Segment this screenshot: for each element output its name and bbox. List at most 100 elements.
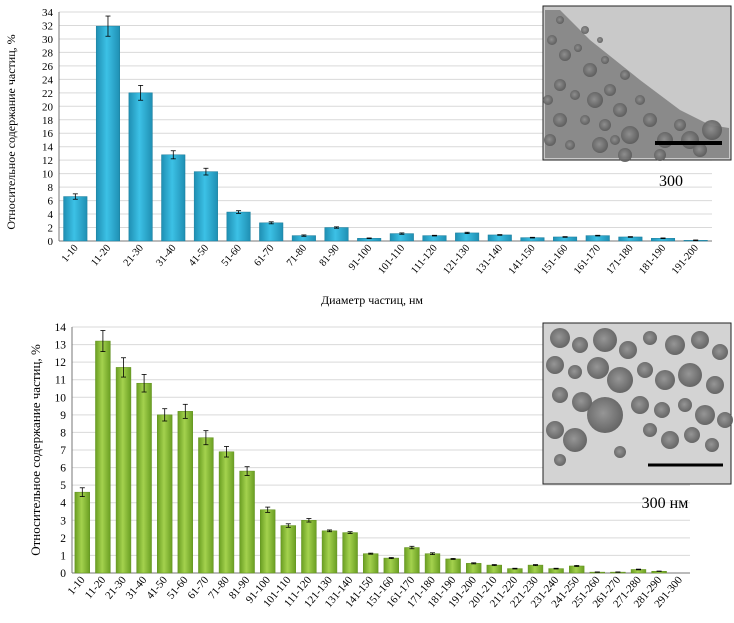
nanoparticle (631, 396, 649, 414)
nanoparticle (655, 370, 675, 390)
nanoparticle (581, 26, 589, 34)
x-tick-label: 101-110 (376, 243, 407, 277)
inset-1-scale-label: 300 (659, 173, 683, 190)
nanoparticle (614, 446, 626, 458)
nanoparticle (574, 44, 582, 52)
chart-2-error-bars (79, 330, 662, 573)
y-tick-label: 8 (48, 182, 54, 194)
bar (527, 564, 544, 574)
y-tick-label: 2 (48, 223, 54, 235)
nanoparticle (556, 16, 564, 24)
x-tick-label: 21-30 (103, 574, 129, 602)
nanoparticle (599, 119, 611, 131)
nanoparticle (583, 63, 597, 77)
bar (585, 235, 610, 242)
nanoparticle (661, 431, 679, 449)
nanoparticle (546, 356, 564, 374)
bar (218, 451, 235, 574)
nanoparticle (572, 392, 592, 412)
nanoparticle (554, 79, 566, 91)
x-tick-label: 181-190 (637, 243, 668, 277)
nanoparticle (543, 95, 553, 105)
y-tick-label: 12 (55, 357, 67, 369)
nanoparticle (637, 362, 653, 378)
y-tick-label: 0 (48, 236, 54, 248)
nanoparticle (691, 331, 709, 349)
y-tick-label: 10 (42, 169, 54, 181)
y-tick-label: 2 (60, 533, 66, 545)
nanoparticle (621, 126, 639, 144)
bar (321, 530, 338, 574)
chart-2-y-axis-label: Относительное содержание частиц, % (28, 344, 43, 556)
y-tick-label: 1 (60, 550, 66, 562)
bar (198, 437, 214, 574)
chart-1-bars (63, 25, 708, 242)
nanoparticle (547, 35, 557, 45)
bar (115, 367, 132, 574)
nanoparticle (712, 344, 728, 360)
nanoparticle (572, 337, 588, 353)
bar (63, 196, 88, 242)
y-tick-label: 30 (42, 34, 54, 46)
nanoparticle (610, 135, 620, 145)
nanoparticle (593, 328, 617, 352)
x-tick-label: 61-70 (252, 243, 276, 269)
y-tick-label: 18 (42, 115, 54, 127)
x-tick-label: 121-130 (441, 243, 472, 277)
nanoparticle (678, 398, 692, 412)
inset-2-scale-label: 300 нм (642, 495, 689, 512)
nanoparticle (563, 428, 587, 452)
bar (280, 525, 296, 574)
nanoparticle (544, 134, 556, 146)
x-tick-label: 61-70 (186, 574, 212, 602)
nanoparticle (568, 365, 582, 379)
x-tick-label: 31-40 (124, 574, 150, 602)
y-tick-label: 4 (60, 498, 66, 510)
bar (342, 532, 358, 574)
nanoparticle (702, 120, 722, 140)
nanoparticle (643, 113, 657, 127)
y-tick-label: 14 (42, 142, 54, 154)
y-tick-label: 22 (42, 88, 53, 100)
nanoparticle (619, 341, 637, 359)
x-tick-label: 111-120 (409, 243, 439, 276)
nanoparticle (570, 90, 580, 100)
x-tick-label: 71-80 (206, 574, 232, 602)
y-tick-label: 32 (42, 20, 53, 32)
chart-1-x-tick-labels: 1-10 11-20 21-30 31-40 41-50 51-60 61-70 71-80 8… (60, 243, 701, 277)
y-tick-label: 20 (42, 101, 54, 113)
nanoparticle (580, 115, 590, 125)
nanoparticle (554, 454, 566, 466)
x-tick-label: 41-50 (187, 243, 211, 269)
nanoparticle (604, 84, 616, 96)
bar (136, 382, 152, 574)
bar (404, 547, 420, 574)
nanoparticle (665, 335, 685, 355)
nanoparticle (613, 103, 627, 117)
y-tick-label: 14 (55, 322, 67, 334)
nanoparticle (546, 421, 564, 439)
bar (324, 227, 349, 242)
bar (486, 564, 502, 574)
x-tick-label: 41-50 (144, 574, 170, 602)
y-tick-label: 24 (42, 74, 54, 86)
bar (157, 414, 173, 574)
bar (95, 340, 111, 574)
x-tick-label: 51-60 (165, 574, 191, 602)
nanoparticle (552, 387, 568, 403)
y-tick-label: 0 (60, 568, 66, 580)
nanoparticle (592, 137, 608, 153)
nanoparticle (601, 56, 609, 64)
nanoparticle (620, 70, 630, 80)
bar (466, 563, 482, 574)
y-tick-label: 28 (42, 47, 54, 59)
inset-2-micrograph (542, 322, 733, 485)
bar (487, 234, 512, 242)
x-tick-label: 71-80 (285, 243, 309, 269)
nanoparticle (597, 37, 603, 43)
x-tick-label: 31-40 (154, 243, 178, 269)
nanoparticle (706, 376, 724, 394)
nanoparticle (654, 149, 666, 161)
